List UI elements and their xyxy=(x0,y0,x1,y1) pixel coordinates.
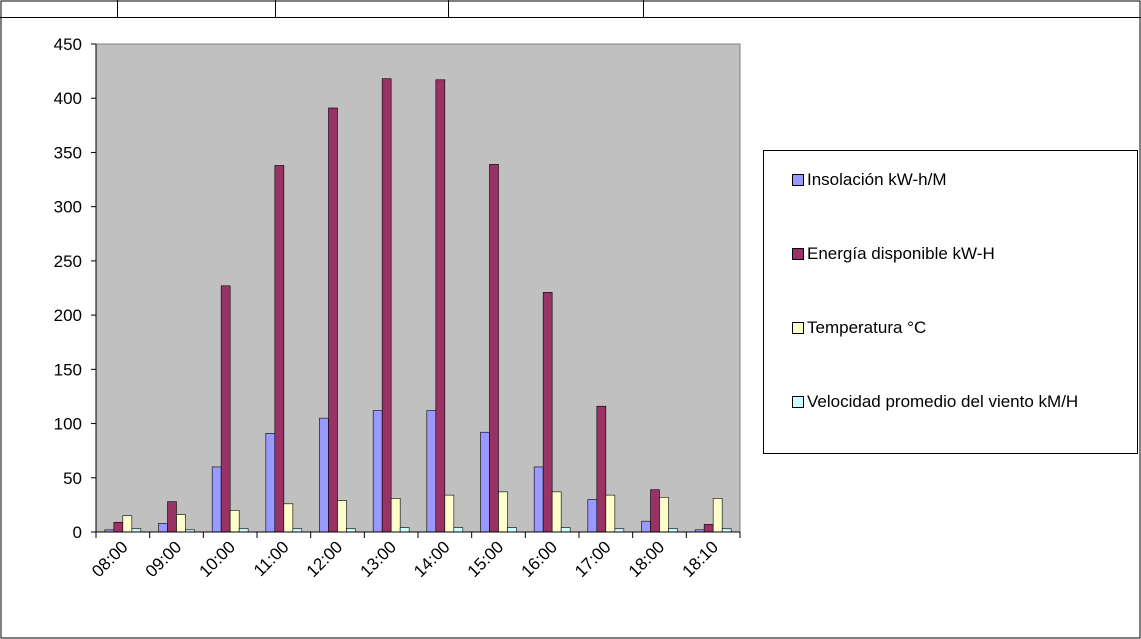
bar xyxy=(489,164,499,533)
y-tick-label: 50 xyxy=(63,469,82,488)
bar xyxy=(265,433,276,533)
bar xyxy=(712,498,723,533)
legend-item: Temperatura °C xyxy=(792,317,926,338)
bar xyxy=(605,494,616,533)
legend: Insolación kW-h/M Energía disponible kW-H… xyxy=(763,150,1138,454)
y-tick-label: 450 xyxy=(54,35,82,54)
legend-swatch xyxy=(792,322,804,334)
bar xyxy=(399,527,410,533)
bar xyxy=(337,500,347,533)
bar xyxy=(319,417,329,533)
bar xyxy=(498,491,508,533)
bar xyxy=(453,527,464,533)
legend-item: Velocidad promedio del viento kM/H xyxy=(792,391,1078,412)
legend-label: Insolación kW-h/M xyxy=(807,170,947,189)
legend-swatch xyxy=(792,248,804,260)
y-tick-label: 400 xyxy=(54,89,82,108)
bar xyxy=(650,489,660,533)
bar xyxy=(211,466,222,533)
legend-item: Insolación kW-h/M xyxy=(792,169,947,190)
y-tick-label: 150 xyxy=(54,360,82,379)
bar xyxy=(426,410,437,533)
bar xyxy=(507,527,517,533)
legend-swatch xyxy=(792,396,804,408)
legend-label: Energía disponible kW-H xyxy=(807,244,995,263)
bar xyxy=(328,107,338,533)
legend-item: Energía disponible kW-H xyxy=(792,243,995,264)
legend-label: Temperatura °C xyxy=(807,318,927,337)
bar xyxy=(480,431,490,533)
bar xyxy=(283,503,294,533)
bar xyxy=(641,520,651,533)
plot-area xyxy=(95,43,741,533)
bar xyxy=(274,165,285,533)
y-tick-label: 200 xyxy=(54,306,82,325)
y-tick-label: 100 xyxy=(54,415,82,434)
bar xyxy=(167,501,177,533)
bar xyxy=(390,498,401,533)
bar xyxy=(229,510,240,533)
legend-swatch xyxy=(792,174,804,186)
bar xyxy=(560,527,571,533)
bar xyxy=(703,524,714,533)
y-tick-label: 300 xyxy=(54,198,82,217)
bar xyxy=(542,292,553,533)
bar xyxy=(533,466,544,533)
bar xyxy=(113,521,124,533)
bar xyxy=(381,78,392,533)
bar xyxy=(435,79,446,533)
bar xyxy=(158,523,168,533)
bar xyxy=(587,499,598,533)
bar xyxy=(444,494,455,533)
y-tick-label: 250 xyxy=(54,252,82,271)
bar xyxy=(659,496,669,533)
bar xyxy=(176,514,186,533)
bar xyxy=(551,491,562,533)
y-tick-label: 350 xyxy=(54,143,82,162)
bars-group xyxy=(104,78,732,533)
y-tick-label: 0 xyxy=(73,523,82,542)
bar xyxy=(372,410,383,533)
bar xyxy=(220,285,231,533)
legend-label: Velocidad promedio del viento kM/H xyxy=(807,392,1079,411)
plot-background xyxy=(95,43,741,533)
bar xyxy=(122,515,133,533)
bar xyxy=(596,405,607,533)
